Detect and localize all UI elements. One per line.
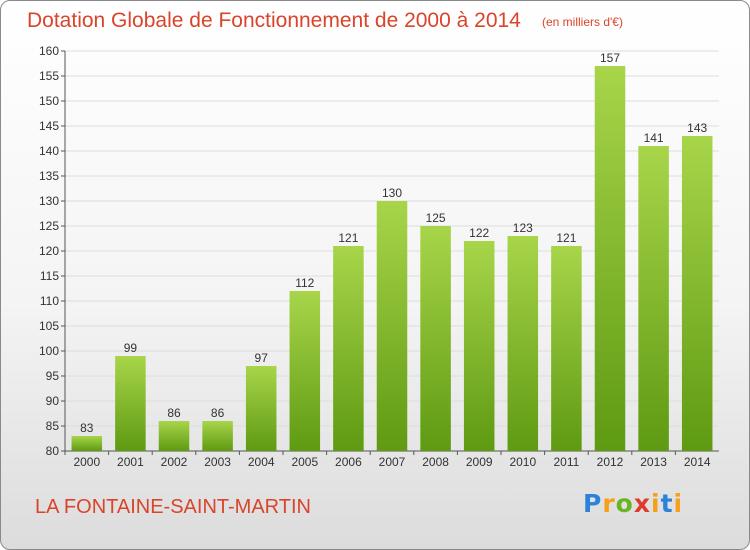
value-label-2003: 86 xyxy=(211,406,225,420)
x-tick-label-2007: 2007 xyxy=(379,455,406,469)
bar-2014 xyxy=(681,136,713,451)
bar-2005 xyxy=(289,291,321,451)
x-tick-label-2011: 2011 xyxy=(553,455,579,469)
proxiti-logo[interactable]: Proxiti xyxy=(583,489,684,518)
y-tick-label: 95 xyxy=(46,369,60,383)
value-label-2013: 141 xyxy=(644,131,664,145)
value-label-2000: 83 xyxy=(80,421,94,435)
y-tick-label: 110 xyxy=(40,294,59,308)
y-tick-label: 85 xyxy=(46,419,60,433)
bar-2003 xyxy=(202,421,233,451)
axes: 80 85 90 95 100 105 110 115 120 125 130 135 140 145 15… xyxy=(39,44,719,469)
y-tick-label: 155 xyxy=(39,69,59,83)
bar-2011 xyxy=(551,246,582,451)
bars xyxy=(71,66,713,451)
x-tick-label-2001: 2001 xyxy=(117,455,144,469)
y-tick-label: 130 xyxy=(39,194,59,208)
value-label-2014: 143 xyxy=(687,121,707,135)
y-tick-label: 100 xyxy=(39,344,59,358)
x-tick-label-2004: 2004 xyxy=(248,455,275,469)
chart-unit: (en milliers d'€) xyxy=(542,15,623,29)
bar-2002 xyxy=(158,421,190,451)
value-label-2002: 86 xyxy=(167,406,181,420)
bar-2006 xyxy=(333,246,364,451)
value-label-2012: 157 xyxy=(600,51,620,65)
bar-2008 xyxy=(420,226,451,451)
bar-2009 xyxy=(463,241,495,451)
bar-2012 xyxy=(594,66,626,451)
x-tick-label-2003: 2003 xyxy=(204,455,231,469)
value-label-2005: 112 xyxy=(295,276,314,290)
x-tick-label-2000: 2000 xyxy=(73,455,100,469)
x-tick-label-2013: 2013 xyxy=(640,455,667,469)
y-tick-label: 115 xyxy=(40,269,59,283)
value-label-2006: 121 xyxy=(338,231,358,245)
value-label-2001: 99 xyxy=(124,341,138,355)
y-tick-label: 125 xyxy=(39,219,59,233)
bar-2000 xyxy=(71,436,103,451)
value-labels: 83 99 86 86 97 112 121 130 125 122 123 121 157 141 143 xyxy=(80,51,707,435)
value-label-2007: 130 xyxy=(382,186,402,200)
x-tick-label-2012: 2012 xyxy=(597,455,624,469)
y-tick-label: 80 xyxy=(46,444,60,458)
bar-2004 xyxy=(245,366,277,451)
x-tick-label-2005: 2005 xyxy=(291,455,318,469)
bar-2001 xyxy=(115,356,146,451)
y-tick-label: 105 xyxy=(39,319,59,333)
x-tick-label-2008: 2008 xyxy=(422,455,449,469)
x-tick-label-2009: 2009 xyxy=(466,455,493,469)
commune-name: LA FONTAINE-SAINT-MARTIN xyxy=(35,496,311,518)
x-tick-label-2006: 2006 xyxy=(335,455,362,469)
bar-2013 xyxy=(638,146,669,451)
value-label-2009: 122 xyxy=(469,226,489,240)
bar-2007 xyxy=(376,201,408,451)
value-label-2010: 123 xyxy=(513,221,533,235)
value-label-2011: 121 xyxy=(556,231,576,245)
value-label-2008: 125 xyxy=(426,211,446,225)
value-label-2004: 97 xyxy=(255,351,269,365)
y-tick-label: 120 xyxy=(39,244,59,258)
y-tick-label: 140 xyxy=(39,144,59,158)
x-tick-label-2014: 2014 xyxy=(684,455,711,469)
x-tick-label-2002: 2002 xyxy=(161,455,188,469)
chart-title: Dotation Globale de Fonctionnement de 20… xyxy=(27,9,521,32)
x-tick-label-2010: 2010 xyxy=(509,455,536,469)
y-tick-label: 90 xyxy=(46,394,60,408)
y-tick-label: 150 xyxy=(39,94,59,108)
bar-2010 xyxy=(507,236,539,451)
y-tick-label: 145 xyxy=(39,119,59,133)
y-tick-label: 135 xyxy=(39,169,59,183)
y-tick-label: 160 xyxy=(39,44,59,58)
